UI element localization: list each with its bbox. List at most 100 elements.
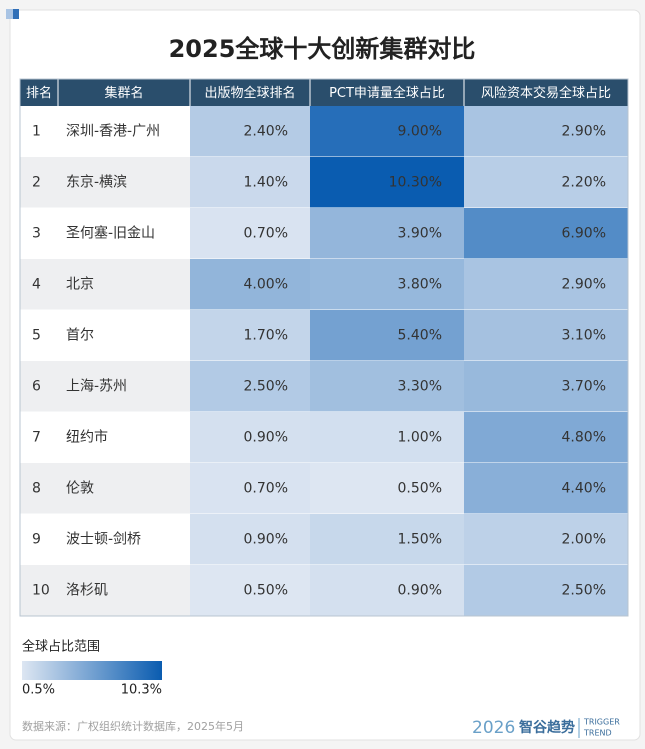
value-label: 2.40% bbox=[244, 124, 288, 140]
value-label: 0.70% bbox=[244, 481, 288, 497]
value-label: 2.90% bbox=[562, 277, 606, 293]
heat-cell bbox=[190, 208, 310, 259]
table: 排名 集群名 出版物全球排名 PCT申请量全球占比 风险资本交易全球占比 1 深圳-香港-广… bbox=[19, 78, 629, 617]
row-background bbox=[20, 106, 190, 157]
value-label: 2.90% bbox=[562, 124, 606, 140]
corner-icon bbox=[6, 9, 13, 19]
name-cell: 东京-横滨 bbox=[66, 175, 127, 191]
heat-cell bbox=[310, 514, 464, 565]
value-label: 4.00% bbox=[244, 277, 288, 293]
value-label: 1.00% bbox=[398, 430, 442, 446]
heat-cell bbox=[310, 361, 464, 412]
heat-cell bbox=[190, 157, 310, 208]
heat-cell bbox=[464, 514, 628, 565]
brand-year: 2026 bbox=[472, 718, 515, 738]
row-background bbox=[20, 208, 190, 259]
heat-cell bbox=[464, 463, 628, 514]
name-cell: 波士顿-剑桥 bbox=[66, 532, 141, 548]
rank-cell: 10 bbox=[32, 583, 50, 599]
rank-cell: 7 bbox=[32, 430, 41, 446]
value-label: 2.20% bbox=[562, 175, 606, 191]
name-cell: 伦敦 bbox=[66, 481, 94, 497]
value-label: 2.50% bbox=[244, 379, 288, 395]
heat-cell bbox=[310, 157, 464, 208]
heat-cell bbox=[310, 208, 464, 259]
column-header: 风险资本交易全球占比 bbox=[481, 85, 611, 101]
column-header: 排名 bbox=[26, 85, 52, 101]
value-label: 4.40% bbox=[562, 481, 606, 497]
heat-cell bbox=[190, 565, 310, 616]
rank-cell: 1 bbox=[32, 124, 41, 140]
heat-cell bbox=[190, 361, 310, 412]
value-label: 0.70% bbox=[244, 226, 288, 242]
value-label: 10.30% bbox=[389, 175, 442, 191]
value-label: 3.70% bbox=[562, 379, 606, 395]
value-label: 3.80% bbox=[398, 277, 442, 293]
brand-name: 智谷趋势 bbox=[518, 719, 575, 736]
name-cell: 纽约市 bbox=[66, 429, 108, 446]
rank-cell: 2 bbox=[32, 175, 41, 191]
table-border bbox=[19, 78, 629, 617]
column-header: 出版物全球排名 bbox=[204, 85, 295, 101]
heat-cell bbox=[464, 157, 628, 208]
column-header: PCT申请量全球占比 bbox=[329, 85, 445, 101]
brand-en: TRIGGER bbox=[583, 718, 620, 727]
heat-cell bbox=[190, 412, 310, 463]
legend-title: 全球占比范围 bbox=[22, 639, 100, 655]
title: 2025全球十大创新集群对比 bbox=[169, 35, 476, 63]
value-label: 0.50% bbox=[398, 481, 442, 497]
heat-cell bbox=[464, 565, 628, 616]
value-label: 5.40% bbox=[398, 328, 442, 344]
heat-cell bbox=[190, 514, 310, 565]
name-cell: 北京 bbox=[66, 277, 94, 293]
row-background bbox=[20, 361, 190, 412]
heat-cell bbox=[464, 310, 628, 361]
value-label: 0.90% bbox=[244, 532, 288, 548]
row-background bbox=[20, 412, 190, 463]
heat-cell bbox=[310, 106, 464, 157]
heat-cell bbox=[310, 259, 464, 310]
legend: 全球占比范围 0.5% 10.3% bbox=[22, 639, 162, 698]
value-label: 2.50% bbox=[562, 583, 606, 599]
value-label: 3.10% bbox=[562, 328, 606, 344]
rank-cell: 3 bbox=[32, 226, 41, 242]
heat-cell bbox=[464, 361, 628, 412]
row-background bbox=[20, 463, 190, 514]
value-label: 0.50% bbox=[244, 583, 288, 599]
value-label: 1.40% bbox=[244, 175, 288, 191]
rank-cell: 5 bbox=[32, 328, 41, 344]
name-cell: 深圳-香港-广州 bbox=[66, 124, 160, 140]
rank-cell: 4 bbox=[32, 277, 41, 293]
heat-cell bbox=[310, 412, 464, 463]
heat-cell bbox=[190, 106, 310, 157]
value-label: 2.00% bbox=[562, 532, 606, 548]
name-cell: 首尔 bbox=[66, 328, 94, 344]
row-background bbox=[20, 259, 190, 310]
value-label: 9.00% bbox=[398, 124, 442, 140]
name-cell: 上海-苏州 bbox=[66, 379, 127, 395]
name-cell: 圣何塞-旧金山 bbox=[66, 225, 155, 242]
heat-cell bbox=[310, 565, 464, 616]
source-note: 数据来源：广权组织统计数据库，2025年5月 bbox=[22, 719, 244, 733]
heat-cell bbox=[190, 310, 310, 361]
heat-cell bbox=[310, 310, 464, 361]
legend-min-label: 0.5% bbox=[22, 683, 55, 698]
row-background bbox=[20, 310, 190, 361]
brand-en: TREND bbox=[583, 729, 612, 738]
rank-cell: 6 bbox=[32, 379, 41, 395]
value-label: 4.80% bbox=[562, 430, 606, 446]
header-row bbox=[20, 79, 628, 106]
legend-gradient bbox=[22, 661, 162, 680]
row-background bbox=[20, 157, 190, 208]
heat-cell bbox=[190, 463, 310, 514]
heat-cell bbox=[310, 463, 464, 514]
name-cell: 洛杉矶 bbox=[66, 583, 108, 599]
corner-icon bbox=[13, 9, 19, 19]
value-label: 0.90% bbox=[398, 583, 442, 599]
value-label: 0.90% bbox=[244, 430, 288, 446]
row-background bbox=[20, 565, 190, 616]
value-label: 1.70% bbox=[244, 328, 288, 344]
value-label: 3.30% bbox=[398, 379, 442, 395]
legend-max-label: 10.3% bbox=[121, 683, 162, 698]
